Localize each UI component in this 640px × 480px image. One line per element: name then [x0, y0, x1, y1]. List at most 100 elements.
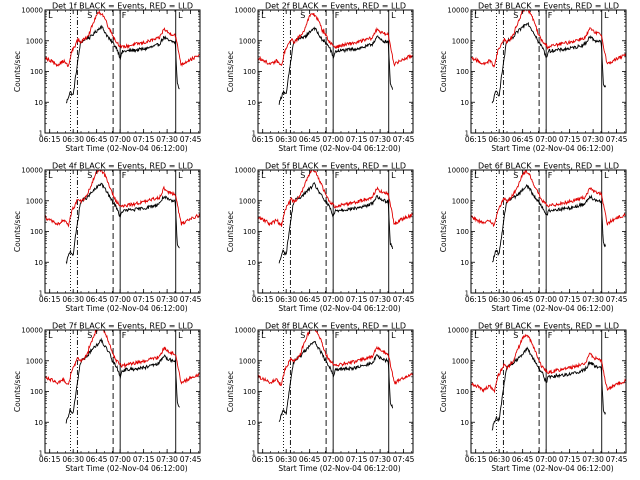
x-axis-label: Start Time (02-Nov-04 06:12:00)	[278, 464, 400, 473]
y-tick-label: 10	[460, 259, 469, 267]
panel-title: Det 8f BLACK = Events, RED = LLD	[265, 322, 406, 331]
lld-series-line	[258, 330, 413, 387]
x-tick-label: 07:00	[535, 295, 557, 304]
events-series-line	[278, 340, 394, 423]
y-tick-label: 100	[243, 68, 256, 76]
y-tick-label: 10	[247, 99, 256, 107]
x-tick-label: 07:00	[109, 455, 131, 464]
y-tick-label: 10	[34, 259, 43, 267]
marker-l: L	[604, 331, 609, 340]
x-tick-label: 06:30	[488, 135, 510, 144]
x-tick-label: 07:00	[109, 135, 131, 144]
y-tick-label: 10	[460, 419, 469, 427]
y-axis-label: Counts/sec	[13, 51, 22, 92]
panel-title: Det 5f BLACK = Events, RED = LLD	[265, 162, 406, 171]
marker-l: L	[48, 171, 53, 180]
panel-title: Det 6f BLACK = Events, RED = LLD	[478, 162, 619, 171]
x-tick-label: 07:15	[133, 455, 155, 464]
panel-title: Det 2f BLACK = Events, RED = LLD	[265, 2, 406, 11]
y-tick-label: 1	[465, 450, 469, 458]
y-tick-label: 10000	[21, 167, 43, 175]
marker-s: S	[300, 171, 305, 180]
lld-series-line	[45, 170, 200, 228]
y-axis-label: Counts/sec	[439, 371, 448, 412]
x-tick-label: 06:15	[252, 135, 274, 144]
x-axis-label: Start Time (02-Nov-04 06:12:00)	[65, 304, 187, 313]
marker-s: S	[87, 171, 92, 180]
events-series-line	[65, 182, 180, 265]
marker-f: F	[548, 11, 553, 20]
panel-title: Det 9f BLACK = Events, RED = LLD	[478, 322, 619, 331]
x-tick-label: 07:30	[369, 455, 391, 464]
x-tick-label: 06:15	[252, 295, 274, 304]
x-axis-label: Start Time (02-Nov-04 06:12:00)	[491, 144, 613, 153]
marker-s: S	[513, 331, 518, 340]
y-tick-label: 1000	[239, 357, 256, 365]
marker-s: S	[87, 331, 92, 340]
x-tick-label: 06:15	[39, 135, 61, 144]
events-series-line	[492, 184, 606, 263]
x-tick-label: 07:15	[133, 295, 155, 304]
x-tick-label: 07:15	[559, 455, 581, 464]
marker-l: L	[391, 331, 396, 340]
panel-title: Det 7f BLACK = Events, RED = LLD	[52, 322, 193, 331]
marker-l: L	[178, 171, 183, 180]
panel-title: Det 3f BLACK = Events, RED = LLD	[478, 2, 619, 11]
y-tick-label: 1000	[452, 37, 469, 45]
x-tick-label: 06:30	[62, 295, 84, 304]
x-tick-label: 07:30	[156, 295, 178, 304]
marker-f: F	[335, 331, 340, 340]
marker-l: L	[48, 331, 53, 340]
x-tick-label: 07:15	[346, 295, 368, 304]
events-series-line	[278, 181, 394, 264]
x-tick-label: 07:15	[559, 295, 581, 304]
y-tick-label: 100	[243, 228, 256, 236]
y-tick-label: 100	[30, 388, 43, 396]
x-axis-label: Start Time (02-Nov-04 06:12:00)	[491, 464, 613, 473]
x-tick-label: 06:15	[252, 455, 274, 464]
x-tick-label: 07:45	[180, 135, 202, 144]
x-tick-label: 07:45	[393, 455, 415, 464]
x-axis-label: Start Time (02-Nov-04 06:12:00)	[278, 144, 400, 153]
x-tick-label: 06:45	[86, 295, 108, 304]
x-tick-label: 07:30	[582, 295, 604, 304]
x-tick-label: 06:45	[86, 455, 108, 464]
x-tick-label: 07:30	[582, 455, 604, 464]
x-tick-label: 07:00	[535, 135, 557, 144]
marker-f: F	[548, 171, 553, 180]
x-tick-label: 07:15	[133, 135, 155, 144]
x-tick-label: 07:00	[535, 455, 557, 464]
x-tick-label: 07:45	[606, 295, 628, 304]
marker-l: L	[474, 331, 479, 340]
x-axis-label: Start Time (02-Nov-04 06:12:00)	[491, 304, 613, 313]
y-tick-label: 100	[456, 228, 469, 236]
marker-f: F	[122, 11, 127, 20]
panel-title: Det 4f BLACK = Events, RED = LLD	[52, 162, 193, 171]
y-tick-label: 1	[39, 450, 43, 458]
y-tick-label: 1000	[26, 37, 43, 45]
marker-f: F	[335, 171, 340, 180]
x-tick-label: 06:15	[465, 135, 487, 144]
marker-l: L	[391, 171, 396, 180]
marker-f: F	[335, 11, 340, 20]
y-tick-label: 10	[34, 419, 43, 427]
marker-l: L	[474, 171, 479, 180]
marker-f: F	[122, 331, 127, 340]
x-tick-label: 07:15	[559, 135, 581, 144]
x-tick-label: 07:45	[180, 295, 202, 304]
x-tick-label: 06:30	[488, 455, 510, 464]
marker-l: L	[604, 171, 609, 180]
x-tick-label: 06:45	[86, 135, 108, 144]
y-tick-label: 1	[39, 130, 43, 138]
panel-title: Det 1f BLACK = Events, RED = LLD	[52, 2, 193, 11]
events-series-line	[65, 24, 180, 104]
x-tick-label: 07:45	[393, 135, 415, 144]
marker-l: L	[48, 11, 53, 20]
